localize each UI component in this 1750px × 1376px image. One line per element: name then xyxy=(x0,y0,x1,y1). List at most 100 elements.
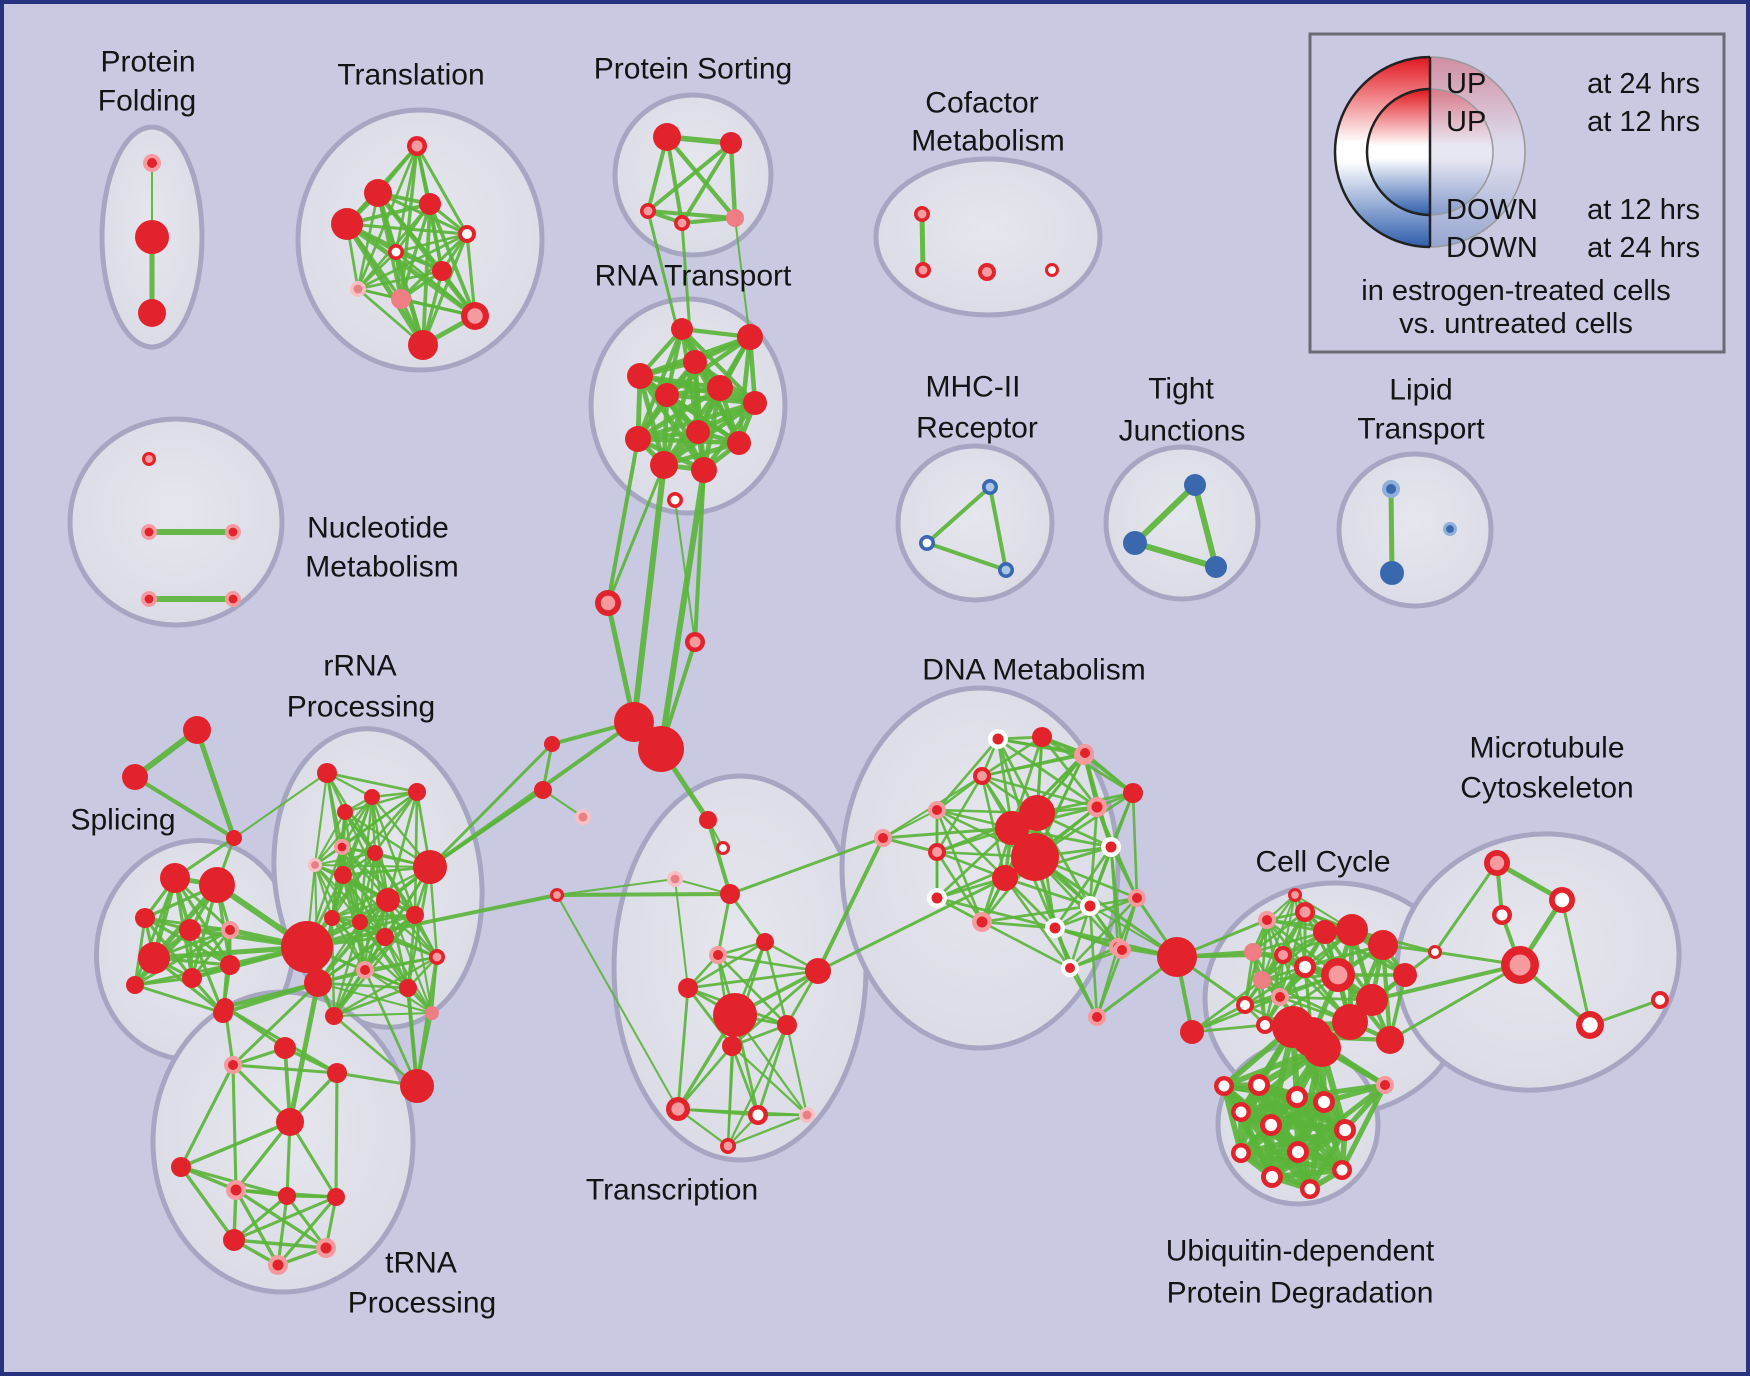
rrna-processing-node xyxy=(425,1006,439,1020)
edge xyxy=(935,850,984,924)
edge xyxy=(1433,861,1499,954)
edge xyxy=(555,892,732,897)
splicing-node xyxy=(126,976,144,994)
transcription-node xyxy=(756,933,774,951)
edge xyxy=(1109,845,1124,952)
trna-processing-node xyxy=(171,1157,191,1177)
nucleotide-metabolism-ellipse xyxy=(67,416,285,628)
rrna-processing-node xyxy=(400,1069,434,1103)
transcription-node xyxy=(748,1105,768,1125)
edge xyxy=(343,790,419,814)
trna-processing-node xyxy=(268,1255,288,1275)
edge xyxy=(428,202,477,318)
tight-junctions-ellipse xyxy=(1103,444,1261,602)
rna-transport-node xyxy=(737,324,763,350)
edge xyxy=(728,140,738,221)
edge xyxy=(716,953,789,1027)
connector-chain-node xyxy=(716,841,730,855)
edge xyxy=(816,876,1007,973)
edge xyxy=(605,600,637,725)
edge xyxy=(935,774,984,854)
edge xyxy=(935,774,984,812)
edge xyxy=(332,1011,434,1018)
rrna-processing-node xyxy=(334,866,352,884)
dna-metabolism-node xyxy=(973,767,991,785)
edge xyxy=(394,232,469,254)
dna-metabolism-node xyxy=(1019,795,1055,831)
edge xyxy=(1190,1023,1267,1034)
edge xyxy=(358,913,417,924)
legend-caption: in estrogen-treated cells xyxy=(1361,275,1671,307)
edge xyxy=(1251,930,1327,954)
cofactor-metabolism-node xyxy=(978,263,996,281)
edge xyxy=(1388,963,1522,1042)
transcription-node xyxy=(678,978,698,998)
edge xyxy=(676,1044,734,1111)
ubiquitin-degradation-label: Ubiquitin-dependent xyxy=(1166,1235,1435,1268)
transcription-label: Transcription xyxy=(586,1174,758,1207)
legend-direction-label: DOWN xyxy=(1446,232,1538,264)
edge xyxy=(173,876,232,967)
rna-transport-node xyxy=(627,363,653,389)
rrna-processing-node xyxy=(429,949,445,965)
edge xyxy=(1388,486,1395,576)
trna-processing-label: tRNA xyxy=(385,1247,457,1280)
edge xyxy=(313,851,377,867)
trna-processing-node xyxy=(274,1037,296,1059)
mhc-ii-receptor-label: Receptor xyxy=(916,412,1038,445)
rrna-processing-label: Processing xyxy=(287,691,435,724)
edge xyxy=(635,436,742,446)
mhc-ii-receptor-node xyxy=(998,562,1014,578)
translation-node xyxy=(331,208,363,240)
edge xyxy=(730,1044,809,1117)
edge xyxy=(1131,791,1139,900)
edge xyxy=(726,1113,809,1148)
rna-transport-node xyxy=(671,318,693,340)
cofactor-metabolism-ellipse xyxy=(873,156,1103,318)
ubiquitin-degradation-node xyxy=(1313,1091,1335,1113)
edge xyxy=(646,209,737,220)
edge xyxy=(686,986,734,1048)
lipid-transport-node xyxy=(1380,561,1404,585)
trna-processing-node xyxy=(224,1056,242,1074)
protein-folding-label: Protein xyxy=(100,46,195,79)
edge xyxy=(1088,904,1099,1019)
edge xyxy=(332,986,410,1018)
edge xyxy=(706,818,732,896)
protein-folding-node xyxy=(143,154,161,172)
edge xyxy=(1095,948,1124,1019)
edge xyxy=(816,836,885,973)
rrna-processing-node xyxy=(324,910,340,926)
dna-metabolism-node xyxy=(1076,744,1094,762)
rna-transport-node xyxy=(743,391,767,415)
rna-transport-node xyxy=(655,383,679,407)
edge xyxy=(980,904,1092,924)
edge xyxy=(234,1188,280,1267)
connector-chain-node xyxy=(720,884,740,904)
legend-direction-label: UP xyxy=(1446,106,1486,138)
edge xyxy=(179,1063,235,1169)
edge xyxy=(231,981,320,1067)
edge xyxy=(1053,845,1113,930)
edge xyxy=(406,913,417,990)
edge xyxy=(1260,910,1307,982)
edge xyxy=(1278,910,1307,999)
edge xyxy=(935,808,1007,880)
connector-chain-node xyxy=(595,590,621,616)
legend-time-label: at 24 hrs xyxy=(1587,68,1700,100)
edge xyxy=(1083,751,1135,795)
edge xyxy=(881,836,939,854)
dna-metabolism-node xyxy=(928,843,946,861)
lipid-transport-node xyxy=(1382,480,1400,498)
legend: UP at 24 hrs UP at 12 hrs DOWN at 12 hrs DOWN a… xyxy=(1308,32,1726,354)
rrna-processing-node xyxy=(376,888,400,912)
connector-chain-node xyxy=(667,492,683,508)
cofactor-metabolism-node xyxy=(914,206,930,222)
tight-junctions-node xyxy=(1123,531,1147,555)
nucleotide-metabolism-node xyxy=(225,524,241,540)
trna-processing-node xyxy=(216,998,234,1016)
nucleotide-metabolism-label: Nucleotide xyxy=(307,512,449,545)
mhc-ii-receptor-label: MHC-II xyxy=(926,371,1021,404)
splicing-node xyxy=(220,955,240,975)
edge xyxy=(421,232,469,347)
